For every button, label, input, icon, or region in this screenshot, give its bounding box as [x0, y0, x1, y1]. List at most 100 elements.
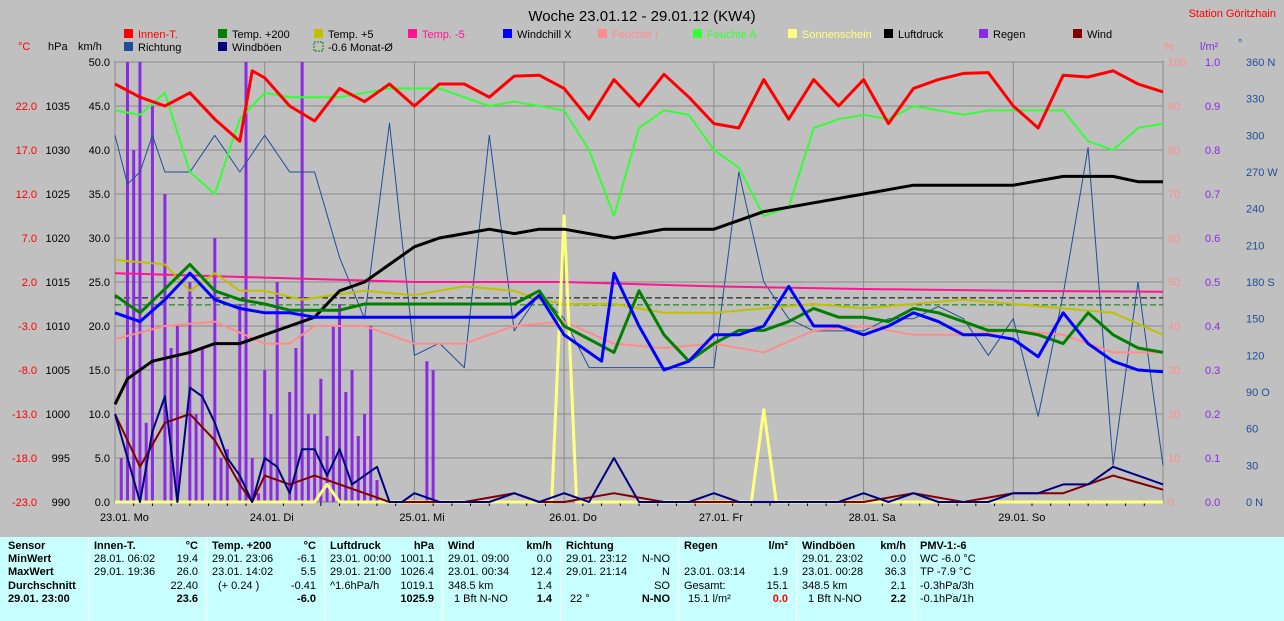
- legend: Innen-T. Temp. +200 Temp. +5 Temp. -5 Windch…: [124, 29, 1112, 54]
- stats-cell: 1 Bft N-NO: [454, 592, 508, 605]
- stats-header-luftdruck: Luftdruck: [330, 540, 381, 552]
- stats-value: -6.1: [297, 553, 316, 566]
- stats-cell: 29.01. 09:00: [448, 553, 510, 566]
- stats-cell: 29.01. 23:02: [802, 553, 864, 566]
- unit-c: °C: [18, 41, 30, 53]
- stats-value: N-NO: [641, 553, 670, 566]
- legend-item: Luftdruck: [884, 29, 944, 41]
- stats-header-wind: Wind: [448, 540, 475, 552]
- tick-label-kmh: 30.0: [89, 233, 110, 245]
- stats-value: 1026.4: [400, 566, 434, 579]
- series-line-temp-200: [114, 262, 1164, 363]
- tick-label-c: 2.0: [22, 277, 37, 289]
- tick-label-pct: 40: [1168, 321, 1180, 333]
- stats-unit-regen: l/m²: [768, 540, 788, 552]
- legend-label: Wind: [1087, 29, 1112, 41]
- legend-swatch: [313, 41, 324, 52]
- tick-label-hpa: 1030: [46, 145, 70, 157]
- tick-label-deg: 360 N: [1246, 57, 1275, 69]
- tick-label-lm2: 0.3: [1205, 365, 1220, 377]
- unit-kmh: km/h: [78, 41, 102, 53]
- tick-label-deg: 210: [1246, 240, 1264, 252]
- tick-label-kmh: 20.0: [89, 321, 110, 333]
- stats-col-temp200: Temp. +200 °C 29.01. 23:06 -6.1 23.01. 14:…: [212, 540, 316, 606]
- legend-item: Windchill X: [503, 29, 572, 41]
- legend-swatch: [693, 29, 702, 38]
- stats-unit-temp200: °C: [303, 540, 316, 552]
- stats-value: 1001.1: [400, 553, 434, 566]
- series-line-temp-5: [114, 272, 1164, 293]
- stats-header-regen: Regen: [684, 540, 718, 552]
- stats-header-temp200: Temp. +200: [212, 540, 272, 552]
- stats-current-time: 29.01. 23:00: [8, 592, 70, 605]
- legend-item: Innen-T.: [124, 29, 178, 41]
- legend-item: Wind: [1073, 29, 1112, 41]
- axis-unit-labels: °C hPa km/h % l/m² °: [18, 38, 1242, 53]
- tick-label-hpa: 1035: [46, 101, 70, 113]
- tick-label-lm2: 0.1: [1205, 453, 1220, 465]
- tick-label-pct: 90: [1168, 101, 1180, 113]
- weather-chart: Woche 23.01.12 - 29.01.12 (KW4) Station …: [11, 8, 1279, 524]
- legend-label: Temp. +200: [232, 29, 290, 41]
- legend-item: Feuchte A: [693, 29, 757, 41]
- tick-label-x: 24.01. Di: [250, 512, 294, 524]
- tick-label-lm2: 0.8: [1205, 145, 1220, 157]
- series-line-wind: [114, 413, 1164, 503]
- tick-label-hpa: 995: [52, 453, 70, 465]
- stats-current-windboeen: 2.2: [890, 592, 906, 605]
- legend-label: Feuchte A: [707, 29, 757, 41]
- stats-value: 26.0: [176, 566, 198, 579]
- tick-label-kmh: 10.0: [89, 409, 110, 421]
- tick-label-kmh: 15.0: [89, 365, 110, 377]
- tick-label-x: 25.01. Mi: [399, 512, 444, 524]
- legend-label: Regen: [993, 29, 1025, 41]
- tick-label-deg: 90 O: [1246, 387, 1270, 399]
- stats-label-max: MaxWert: [8, 566, 54, 579]
- stats-cell: 23.01. 00:00: [330, 553, 392, 566]
- stats-col-richtung: Richtung 29.01. 23:12 N-NO 29.01. 21:14 N …: [566, 540, 670, 606]
- unit-deg: °: [1238, 38, 1242, 50]
- tick-label-pct: 60: [1168, 233, 1180, 245]
- tick-label-x: 23.01. Mo: [100, 512, 149, 524]
- legend-swatch: [1073, 29, 1082, 38]
- tick-label-hpa: 1005: [46, 365, 70, 377]
- tick-label-kmh: 0.0: [95, 497, 110, 509]
- stats-cell: 348.5 km: [802, 579, 848, 592]
- legend-label: Richtung: [138, 42, 181, 54]
- stats-cell: 23.01. 00:28: [802, 566, 864, 579]
- legend-item: Richtung: [124, 42, 181, 54]
- stats-current-temp200: -6.0: [297, 592, 316, 605]
- stats-value: 0.0: [890, 553, 906, 566]
- axis-ticks: 22.0 17.0 12.0 7.0 2.0 -3.0 -8.0 -13.0 -18.0 -23.…: [12, 57, 1278, 524]
- stats-current-luftdruck: 1025.9: [400, 592, 434, 605]
- legend-item: Temp. +200: [218, 29, 290, 41]
- stats-panel: Sensor MinWert MaxWert Durchschnitt 29.0…: [0, 537, 1284, 621]
- tick-label-pct: 30: [1168, 365, 1180, 377]
- legend-swatch: [218, 29, 227, 38]
- stats-value: 0.0: [536, 553, 552, 566]
- stats-cell: 23.01. 00:34: [448, 566, 510, 579]
- legend-label: Innen-T.: [138, 29, 178, 41]
- unit-lm2: l/m²: [1200, 41, 1219, 53]
- stats-unit-luftdruck: hPa: [413, 540, 434, 552]
- tick-label-lm2: 0.4: [1205, 321, 1220, 333]
- legend-swatch: [979, 29, 988, 38]
- legend-item: Temp. -5: [408, 29, 465, 41]
- legend-swatch: [314, 29, 323, 38]
- stats-cell: 29.01. 19:36: [94, 566, 156, 579]
- tick-label-pct: 50: [1168, 277, 1180, 289]
- legend-label: Feuchte I: [612, 29, 658, 41]
- tick-label-lm2: 0.7: [1205, 189, 1220, 201]
- tick-label-kmh: 5.0: [95, 453, 110, 465]
- tick-label-x: 26.01. Do: [549, 512, 597, 524]
- tick-label-hpa: 1000: [46, 409, 70, 421]
- series-line-windb-en: [114, 386, 1164, 503]
- tick-label-hpa: 1025: [46, 189, 70, 201]
- stats-cell: 29.01. 23:06: [212, 553, 274, 566]
- legend-swatch: [124, 42, 133, 51]
- tick-label-kmh: 25.0: [89, 277, 110, 289]
- stats-cell: 29.01. 21:14: [566, 566, 628, 579]
- stats-col-luftdruck: Luftdruck hPa 23.01. 00:00 1001.1 29.01. 2…: [330, 540, 434, 606]
- stats-current-innen: 23.6: [176, 592, 198, 605]
- stats-header-innen: Innen-T.: [94, 540, 136, 552]
